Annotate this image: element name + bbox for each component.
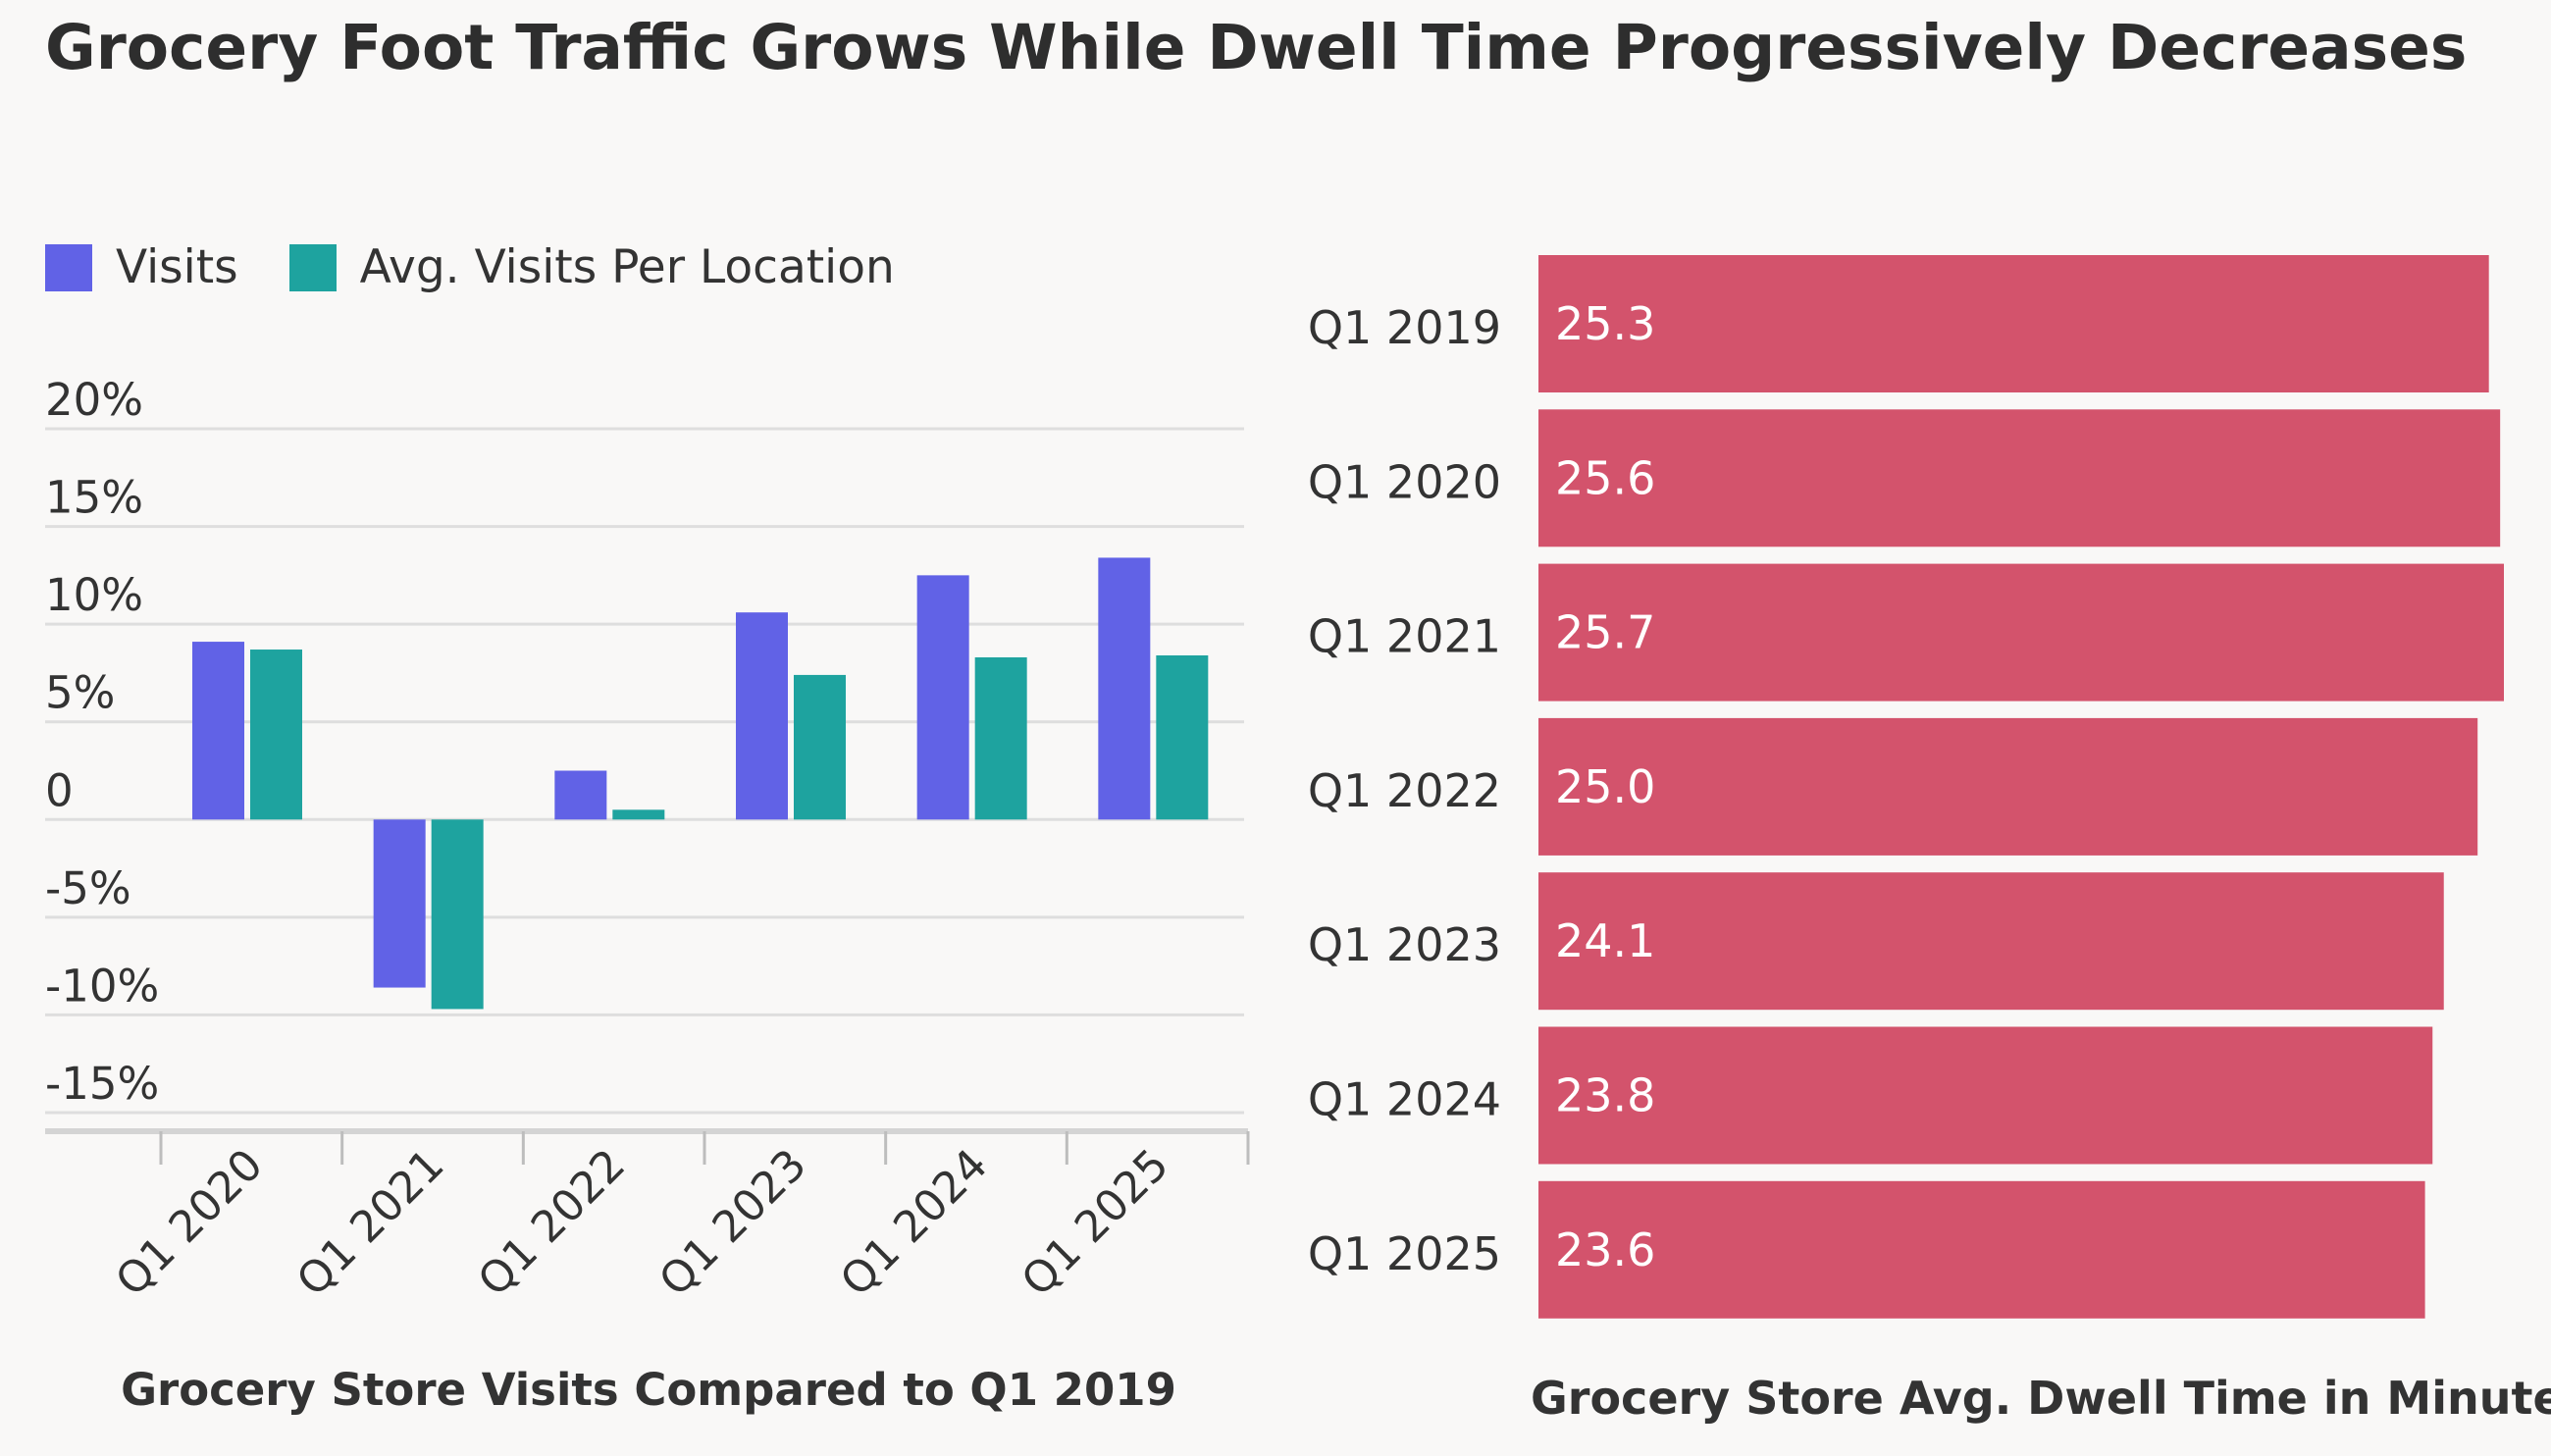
bar-dwell-time [1538, 872, 2444, 1011]
bar-visits [736, 612, 788, 820]
legend-swatch-visits [45, 243, 92, 291]
y-tick-label: -5% [45, 862, 131, 914]
bar-visits [554, 770, 607, 820]
x-tick-label: Q1 2020 [106, 1140, 272, 1306]
bar-visits [1098, 557, 1151, 820]
y-category-label: Q1 2020 [1308, 455, 1501, 508]
bar-avg-visits [794, 674, 846, 820]
bar-value-label: 25.7 [1555, 606, 1655, 659]
y-tick-label: 10% [45, 569, 143, 621]
bar-dwell-time [1538, 255, 2489, 392]
x-tick-label: Q1 2025 [1013, 1140, 1178, 1306]
legend-item-visits: Visits [45, 240, 238, 294]
y-tick-label: 20% [45, 374, 143, 426]
bar-avg-visits [974, 656, 1027, 820]
bar-dwell-time [1538, 409, 2501, 547]
bar-value-label: 23.8 [1555, 1069, 1655, 1122]
y-category-label: Q1 2025 [1308, 1227, 1501, 1280]
bar-value-label: 24.1 [1555, 914, 1655, 967]
bar-visits [192, 642, 244, 820]
y-tick-label: 5% [45, 667, 115, 719]
y-tick-label: -10% [45, 960, 159, 1012]
bar-dwell-time [1538, 717, 2478, 856]
y-tick-label: -15% [45, 1058, 159, 1110]
bar-dwell-time [1538, 563, 2504, 702]
y-tick-label: 0 [45, 764, 74, 816]
bar-avg-visits [1156, 655, 1209, 820]
x-tick-label: Q1 2022 [469, 1140, 635, 1306]
y-category-label: Q1 2024 [1308, 1073, 1501, 1126]
x-tick-label: Q1 2023 [650, 1140, 815, 1306]
legend: Visits Avg. Visits Per Location [45, 240, 946, 294]
bar-avg-visits [612, 809, 665, 820]
bar-value-label: 25.6 [1555, 451, 1655, 504]
legend-label-visits: Visits [116, 240, 238, 294]
bar-dwell-time [1538, 1180, 2425, 1319]
y-category-label: Q1 2019 [1308, 301, 1501, 354]
y-category-label: Q1 2023 [1308, 918, 1501, 971]
bar-value-label: 23.6 [1555, 1223, 1655, 1276]
legend-label-avg-visits: Avg. Visits Per Location [359, 240, 895, 294]
chart-title: Grocery Foot Traffic Grows While Dwell T… [45, 12, 2468, 83]
x-tick-label: Q1 2024 [831, 1140, 997, 1306]
bar-dwell-time [1538, 1026, 2433, 1165]
y-category-label: Q1 2022 [1308, 764, 1501, 817]
bar-value-label: 25.3 [1555, 297, 1655, 350]
legend-item-avg-visits: Avg. Visits Per Location [288, 240, 895, 294]
bar-visits [373, 819, 426, 988]
legend-swatch-avg-visits [288, 243, 337, 291]
left-chart-caption: Grocery Store Visits Compared to Q1 2019 [121, 1364, 1176, 1416]
bar-visits [916, 575, 969, 820]
right-chart-caption: Grocery Store Avg. Dwell Time in Minutes [1531, 1372, 2551, 1425]
x-tick-label: Q1 2021 [287, 1140, 453, 1306]
y-category-label: Q1 2021 [1308, 610, 1501, 663]
y-tick-label: 15% [45, 472, 143, 524]
bar-value-label: 25.0 [1555, 760, 1655, 813]
bar-avg-visits [431, 819, 484, 1010]
bar-avg-visits [250, 650, 302, 820]
